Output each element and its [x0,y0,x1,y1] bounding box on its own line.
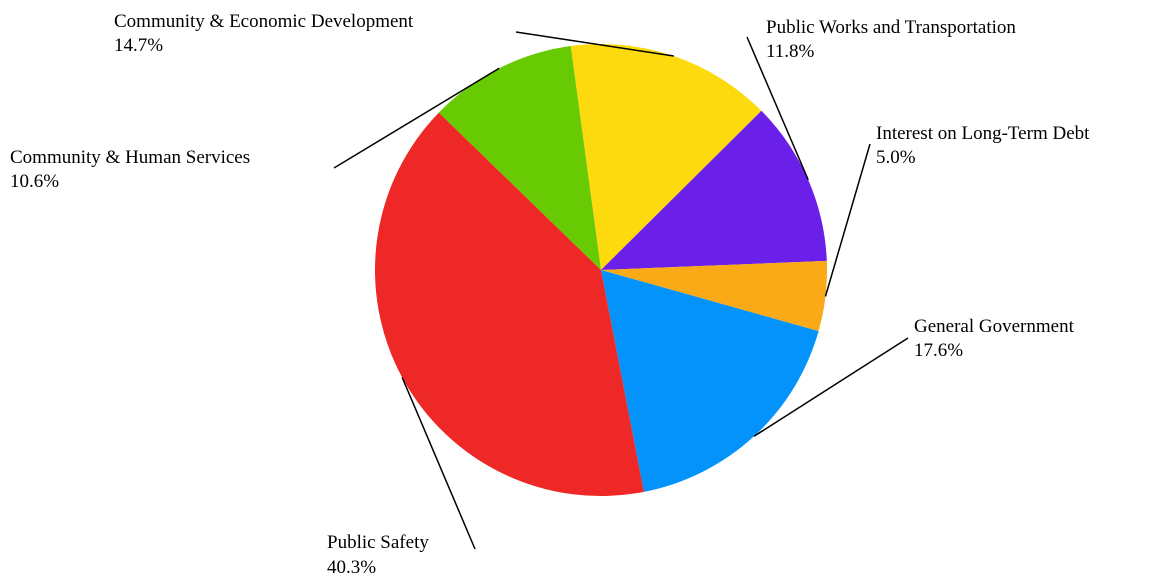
slice-label-general-government: General Government 17.6% [914,316,1075,361]
label-name-community-human-services: Community & Human Services [10,147,250,168]
slice-label-public-safety: Public Safety 40.3% [327,532,429,578]
pie-slice-community-human-services [438,46,601,270]
leader-line-community-economic-development [515,31,674,57]
leader-line-public-works-and-transportation [746,36,809,181]
label-name-interest-debt: Interest on Long-Term Debt [876,123,1090,144]
pie-slice-community-economic-development [570,44,762,270]
pie-slice-public-safety [374,112,644,496]
label-name-general-government: General Government [914,316,1075,337]
label-value-general-government: 17.6% [914,340,963,361]
leader-lines [333,31,909,550]
slice-label-community-human-services: Community & Human Services 10.6% [10,147,250,192]
leader-line-interest-on-long-term-debt [824,143,871,297]
label-name-public-works: Public Works and Transportation [766,17,1016,38]
label-value-community-economic-development: 14.7% [114,35,163,56]
label-value-public-safety: 40.3% [327,557,376,578]
pie-slices [374,44,828,496]
slice-label-community-economic-development: Community & Economic Development 14.7% [114,11,414,56]
pie-slice-general-government [601,270,819,492]
slice-label-public-works: Public Works and Transportation 11.8% [766,17,1016,62]
leader-line-public-safety [401,377,476,550]
pie-slice-interest-on-long-term-debt [601,260,828,332]
leader-line-general-government [753,337,909,437]
label-name-community-economic-development: Community & Economic Development [114,11,414,32]
leader-line-community-human-services [333,67,500,169]
label-value-public-works: 11.8% [766,41,815,62]
slice-label-interest-debt: Interest on Long-Term Debt 5.0% [876,123,1090,168]
label-name-public-safety: Public Safety [327,532,429,553]
pie-slice-public-works-and-transportation [601,110,827,270]
label-value-interest-debt: 5.0% [876,147,916,168]
label-value-community-human-services: 10.6% [10,171,59,192]
